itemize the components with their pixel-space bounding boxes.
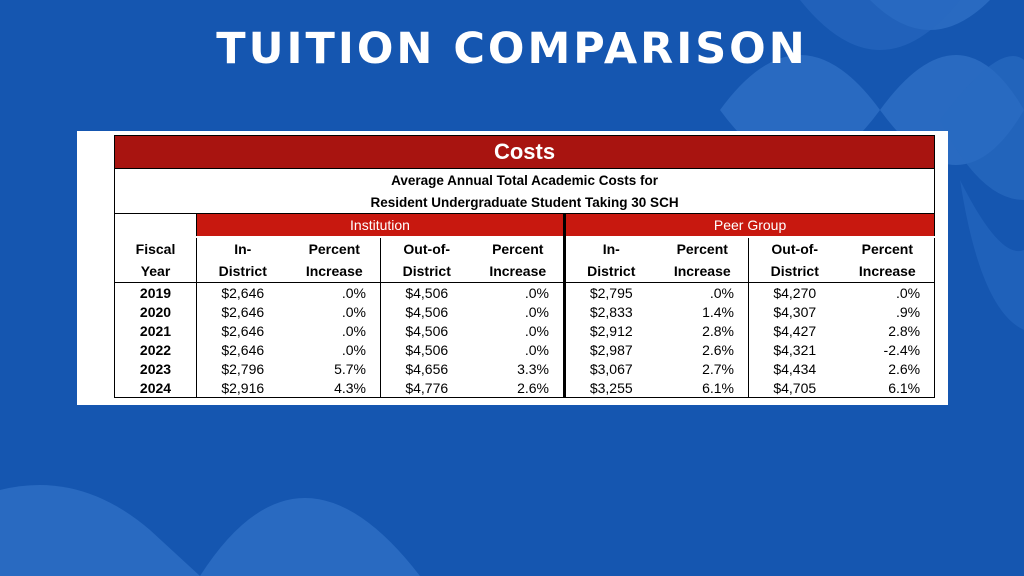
group-peer: Peer Group: [562, 213, 936, 238]
header-cell: Out-of-: [380, 237, 473, 260]
table-subtitle-line1: Average Annual Total Academic Costs for: [113, 168, 936, 191]
table-row: 2024 $2,916 4.3% $4,776 2.6% $3,255 6.1%…: [114, 378, 936, 398]
header-row-2: Year District Increase District Increase…: [114, 260, 936, 283]
in-district-cell: $2,646: [221, 341, 265, 358]
percent-cell: 2.6%: [840, 359, 936, 378]
percent-cell: .0%: [840, 282, 936, 302]
percent-cell: 2.6%: [472, 378, 565, 398]
in-district-cell: $3,255: [563, 378, 657, 398]
in-district-cell: $2,833: [563, 302, 657, 321]
header-cell: Increase: [840, 260, 936, 283]
header-cell: Out-of-: [748, 237, 841, 260]
header-cell: Percent: [492, 241, 544, 257]
in-district-cell: $2,916: [196, 378, 289, 398]
out-of-district-cell: $4,705: [748, 378, 841, 398]
fiscal-year-cell: 2020: [114, 302, 197, 321]
slide-title: TUITION COMPARISON: [216, 24, 808, 74]
percent-cell: .0%: [341, 341, 366, 358]
in-district-cell: $2,795: [563, 282, 657, 302]
percent-cell: .0%: [709, 284, 734, 301]
in-district-cell: $3,067: [563, 359, 657, 378]
in-district-cell: $2,796: [221, 360, 265, 377]
table-subtitle-line2: Resident Undergraduate Student Taking 30…: [113, 191, 936, 214]
in-district-cell: $2,987: [563, 340, 657, 359]
header-cell: District: [196, 260, 289, 283]
percent-cell: 2.8%: [702, 322, 734, 339]
out-of-district-cell: $4,506: [380, 321, 473, 340]
group-blank-cell: [114, 213, 197, 237]
out-of-district-cell: $4,321: [748, 340, 841, 359]
costs-table: Costs Average Annual Total Academic Cost…: [113, 135, 936, 398]
header-cell: Year: [114, 260, 197, 283]
out-of-district-cell: $4,506: [380, 282, 473, 302]
out-of-district-cell: $4,776: [380, 378, 473, 398]
header-cell: District: [748, 260, 841, 283]
percent-cell: .0%: [524, 303, 549, 320]
in-district-cell: $2,646: [221, 322, 265, 339]
header-cell: In-: [563, 237, 657, 260]
percent-cell: 2.6%: [702, 341, 734, 358]
header-cell: Percent: [676, 241, 728, 257]
out-of-district-cell: $4,270: [748, 282, 841, 302]
percent-cell: .0%: [341, 322, 366, 339]
header-cell: In-: [234, 241, 252, 257]
percent-cell: .0%: [524, 341, 549, 358]
fiscal-year-cell: 2022: [114, 340, 197, 359]
header-cell: Increase: [288, 260, 381, 283]
out-of-district-cell: $4,506: [380, 340, 473, 359]
fiscal-year-cell: 2024: [114, 378, 197, 398]
percent-cell: .9%: [840, 302, 936, 321]
percent-cell: 4.3%: [288, 378, 381, 398]
group-institution: Institution: [196, 213, 565, 238]
header-row-1: Fiscal In- Percent Out-of- Percent In- P…: [114, 237, 936, 260]
table-row: 2023 $2,796 5.7% $4,656 3.3% $3,067 2.7%…: [114, 359, 936, 378]
table-row: 2021 $2,646 .0% $4,506 .0% $2,912 2.8% $…: [114, 321, 936, 340]
percent-cell: 3.3%: [517, 360, 549, 377]
percent-cell: 2.7%: [702, 360, 734, 377]
costs-banner: Costs: [113, 135, 936, 169]
table-row: 2019 $2,646 .0% $4,506 .0% $2,795 .0% $4…: [114, 282, 936, 302]
out-of-district-cell: $4,307: [748, 302, 841, 321]
out-of-district-cell: $4,434: [748, 359, 841, 378]
fiscal-year-cell: 2023: [114, 359, 197, 378]
header-cell: Increase: [656, 260, 749, 283]
out-of-district-cell: $4,656: [380, 359, 473, 378]
header-cell: District: [380, 260, 473, 283]
header-cell: Fiscal: [114, 237, 197, 260]
header-cell: District: [563, 260, 657, 283]
percent-cell: -2.4%: [840, 340, 936, 359]
in-district-cell: $2,646: [221, 303, 265, 320]
fiscal-year-cell: 2021: [114, 321, 197, 340]
percent-cell: .0%: [341, 303, 366, 320]
header-cell: Percent: [840, 237, 936, 260]
table-row: 2020 $2,646 .0% $4,506 .0% $2,833 1.4% $…: [114, 302, 936, 321]
out-of-district-cell: $4,427: [748, 321, 841, 340]
percent-cell: .0%: [524, 284, 549, 301]
fiscal-year-cell: 2019: [114, 282, 197, 302]
percent-cell: .0%: [524, 322, 549, 339]
out-of-district-cell: $4,506: [380, 302, 473, 321]
header-cell: Percent: [308, 241, 360, 257]
percent-cell: 6.1%: [840, 378, 936, 398]
in-district-cell: $2,912: [563, 321, 657, 340]
tuition-table-panel: Costs Average Annual Total Academic Cost…: [77, 131, 948, 405]
percent-cell: 6.1%: [656, 378, 749, 398]
in-district-cell: $2,646: [221, 284, 265, 301]
percent-cell: 2.8%: [840, 321, 936, 340]
header-cell: Increase: [472, 260, 565, 283]
percent-cell: 5.7%: [334, 360, 366, 377]
percent-cell: .0%: [341, 284, 366, 301]
table-row: 2022 $2,646 .0% $4,506 .0% $2,987 2.6% $…: [114, 340, 936, 359]
percent-cell: 1.4%: [702, 303, 734, 320]
